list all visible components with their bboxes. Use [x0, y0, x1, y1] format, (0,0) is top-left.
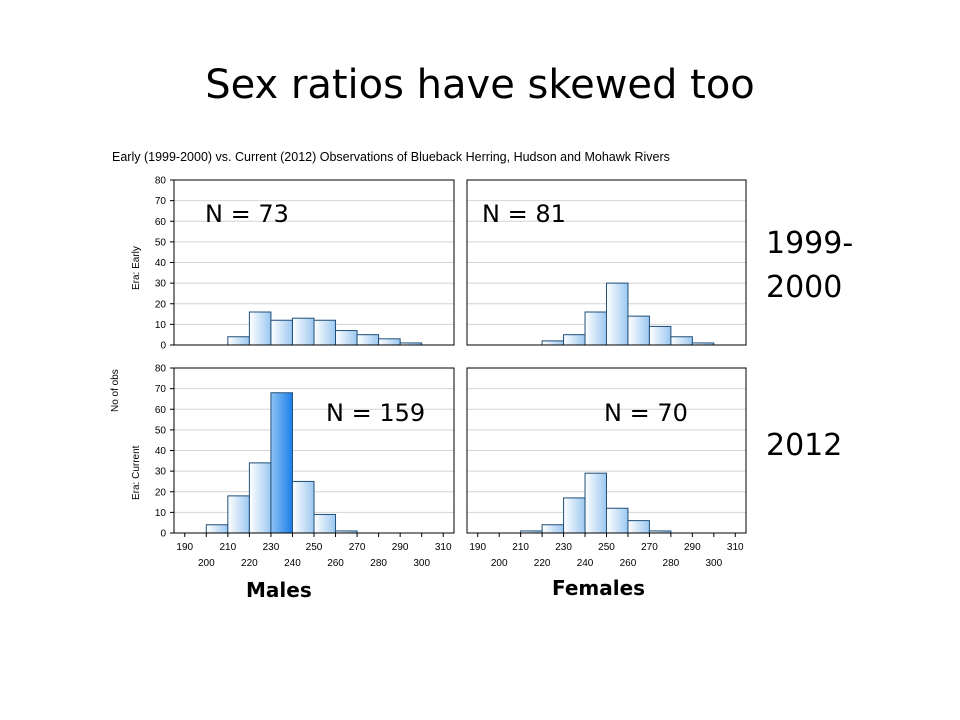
x-tick-label: 300 — [705, 558, 722, 569]
x-tick-label: 270 — [349, 542, 366, 553]
histogram-bar — [270, 319, 293, 346]
y-tick-label: 50 — [155, 425, 167, 436]
n-label-early-females: N = 81 — [482, 200, 566, 228]
x-tick-label: 280 — [663, 558, 680, 569]
histogram-bar — [291, 317, 315, 346]
x-tick-label: 290 — [392, 542, 409, 553]
histogram-bar — [627, 520, 650, 534]
column-label-males: Males — [246, 578, 312, 602]
x-tick-label: 200 — [198, 558, 215, 569]
x-tick-label: 210 — [512, 542, 529, 553]
x-tick-label: 220 — [241, 558, 258, 569]
n-label-early-males: N = 73 — [205, 200, 289, 228]
y-tick-label: 20 — [155, 299, 167, 310]
slide-title: Sex ratios have skewed too — [205, 62, 755, 108]
x-tick-label: 290 — [684, 542, 701, 553]
histogram-bar — [270, 392, 293, 534]
y-tick-label: 60 — [155, 217, 167, 228]
histogram-bar — [627, 315, 650, 346]
histogram-bar — [313, 513, 337, 534]
y-tick-label: 40 — [155, 258, 167, 269]
y-tick-label: 80 — [155, 176, 167, 187]
x-tick-label: 310 — [727, 542, 744, 553]
era-label-current: 2012 — [766, 428, 843, 463]
histogram-bar — [648, 325, 672, 346]
panel-frame — [466, 179, 747, 346]
x-tick-label: 310 — [435, 542, 452, 553]
x-tick-label: 250 — [306, 542, 323, 553]
y-tick-label: 50 — [155, 237, 167, 248]
histogram-bar — [291, 480, 315, 534]
x-tick-label: 200 — [491, 558, 508, 569]
x-tick-label: 260 — [620, 558, 637, 569]
y-tick-label: 0 — [160, 341, 166, 352]
y-axis-label: No of obs — [110, 369, 121, 412]
histogram-bar — [563, 497, 586, 534]
column-label-females: Females — [552, 576, 646, 600]
histogram-panel — [466, 179, 747, 346]
x-tick-label: 230 — [555, 542, 572, 553]
x-tick-label: 220 — [534, 558, 551, 569]
histogram-bar — [248, 311, 272, 346]
y-tick-label: 20 — [155, 487, 167, 498]
y-tick-label: 10 — [155, 508, 167, 519]
x-tick-label: 300 — [413, 558, 430, 569]
x-tick-label: 270 — [641, 542, 658, 553]
era-label-early: 1999- 2000 — [766, 222, 853, 310]
y-tick-label: 30 — [155, 279, 167, 290]
n-label-current-females: N = 70 — [604, 399, 688, 427]
histogram-bar — [227, 336, 250, 346]
histogram-bar — [227, 495, 250, 534]
x-tick-label: 210 — [220, 542, 237, 553]
histogram-panel: 190 210 230 250 270 290 310 200 220 240 260 280 300 — [466, 367, 747, 569]
row-label-current: Era: Current — [131, 445, 142, 500]
row-label-early: Era: Early — [131, 246, 142, 290]
histogram-bar — [584, 311, 607, 346]
n-label-current-males: N = 159 — [326, 399, 426, 427]
y-tick-label: 10 — [155, 320, 167, 331]
x-tick-label: 190 — [176, 542, 193, 553]
x-tick-label: 260 — [327, 558, 344, 569]
y-tick-label: 30 — [155, 467, 167, 478]
era-label-early-line2: 2000 — [766, 270, 843, 305]
y-tick-label: 0 — [160, 529, 166, 540]
x-tick-label: 190 — [469, 542, 486, 553]
histogram-bar — [205, 524, 229, 534]
histogram-bar — [563, 334, 586, 346]
x-tick-label: 240 — [577, 558, 594, 569]
x-tick-label: 230 — [263, 542, 280, 553]
y-tick-label: 80 — [155, 364, 167, 375]
x-tick-label: 280 — [370, 558, 387, 569]
histogram-bar — [606, 507, 629, 534]
histogram-bar — [335, 330, 358, 346]
histogram-panel: 0 10 20 30 40 50 60 70 80 190 210 230 250 270 290 310 20… — [155, 364, 455, 569]
histogram-bar — [670, 336, 693, 346]
histogram-panel: 0 10 20 30 40 50 60 70 80 — [155, 176, 455, 352]
histogram-bar — [356, 334, 380, 346]
histogram-bar — [606, 282, 629, 346]
era-label-early-line1: 1999- — [766, 226, 854, 261]
y-tick-label: 70 — [155, 384, 167, 395]
histogram-bar — [313, 319, 337, 346]
histogram-bar — [378, 338, 401, 346]
y-tick-label: 40 — [155, 446, 167, 457]
chart-title: Early (1999-2000) vs. Current (2012) Obs… — [112, 150, 670, 164]
histogram-bar — [541, 340, 565, 346]
histogram-bar — [248, 462, 272, 534]
histogram-bar — [584, 472, 607, 534]
histogram-bar — [541, 524, 565, 534]
x-tick-label: 250 — [598, 542, 615, 553]
x-tick-label: 240 — [284, 558, 301, 569]
y-tick-label: 70 — [155, 196, 167, 207]
y-tick-label: 60 — [155, 405, 167, 416]
